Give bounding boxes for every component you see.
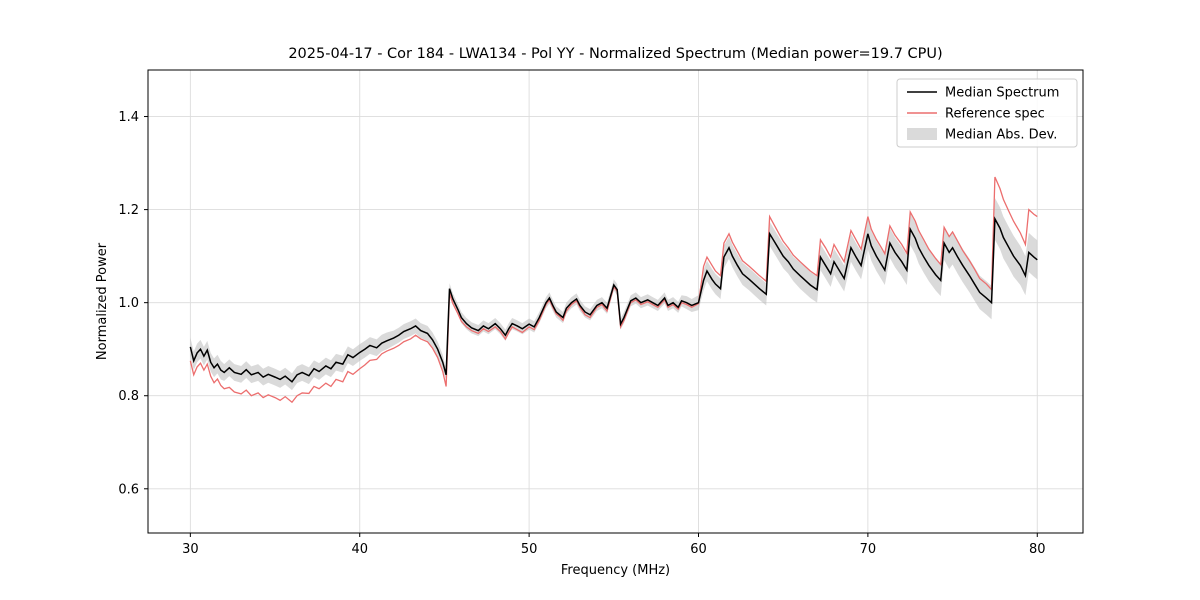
chart-title: 2025-04-17 - Cor 184 - LWA134 - Pol YY -…	[288, 46, 942, 62]
x-tick-label: 70	[860, 542, 877, 557]
mad-band	[190, 197, 1038, 391]
y-tick-label: 0.8	[118, 389, 139, 404]
y-tick-label: 1.0	[118, 296, 139, 311]
x-axis-label: Frequency (MHz)	[561, 563, 670, 578]
legend-label: Median Abs. Dev.	[945, 128, 1057, 143]
axes-frame	[147, 69, 1084, 534]
legend-sample-mad-patch	[907, 128, 937, 140]
legend-label: Median Spectrum	[945, 86, 1059, 101]
y-tick-label: 1.2	[118, 203, 139, 218]
x-tick-label: 40	[351, 542, 368, 557]
legend-label: Reference spec	[945, 107, 1045, 122]
x-tick-label: 50	[521, 542, 538, 557]
y-tick-label: 1.4	[118, 110, 139, 125]
x-tick-label: 30	[182, 542, 199, 557]
y-tick-label: 0.6	[118, 482, 139, 497]
median-spectrum-line	[189, 216, 1038, 383]
x-tick-label: 60	[690, 542, 707, 557]
x-tick-label: 80	[1029, 542, 1046, 557]
legend-box	[896, 78, 1078, 148]
y-axis-label: Normalized Power	[95, 242, 110, 360]
reference-spec-line	[189, 176, 1038, 404]
